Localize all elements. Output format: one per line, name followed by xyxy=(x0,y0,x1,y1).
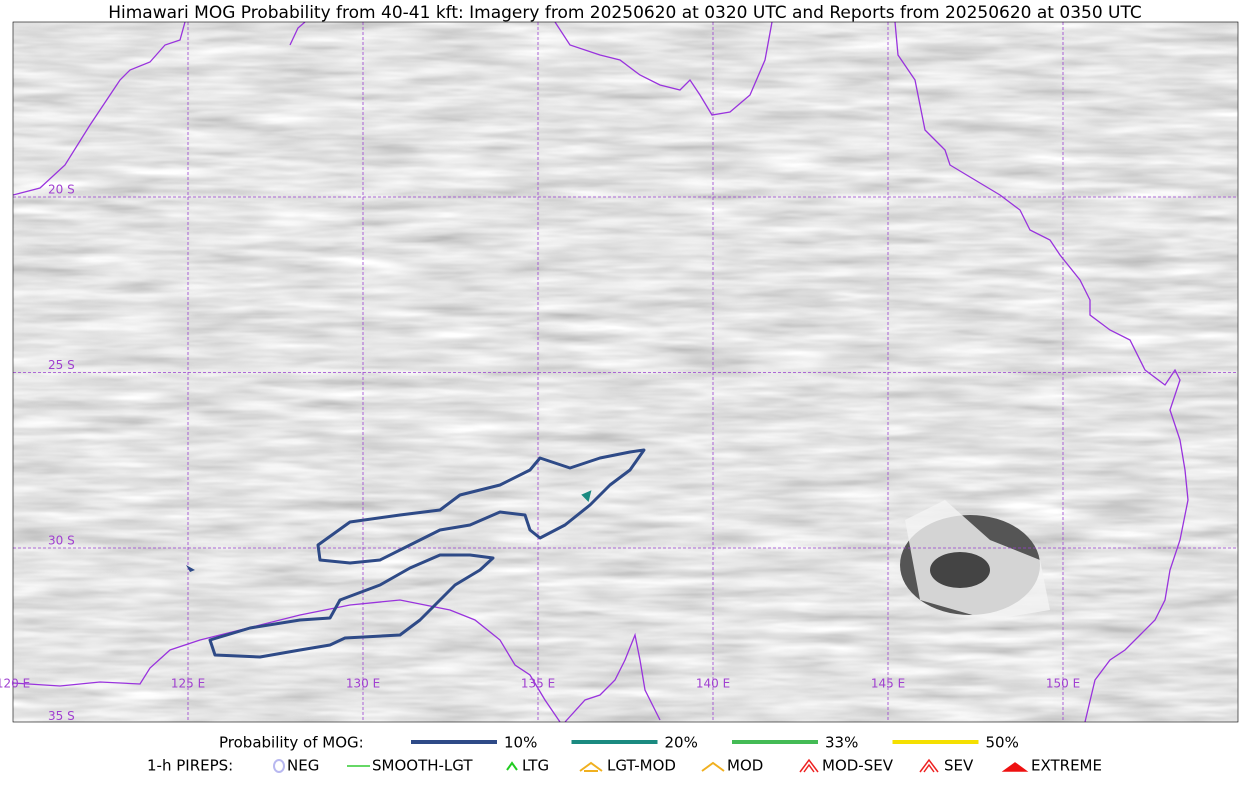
legend-label: MOD xyxy=(727,757,763,775)
legend-label: 50% xyxy=(986,734,1019,752)
legend-label: 10% xyxy=(504,734,537,752)
latitude-label: 25 S xyxy=(48,358,75,372)
legend-label: LTG xyxy=(522,757,549,775)
mog-contour xyxy=(316,448,646,565)
legend-label: 33% xyxy=(825,734,858,752)
legend-title: 1-h PIREPS: xyxy=(147,757,233,775)
legend-label: EXTREME xyxy=(1031,757,1102,775)
mog-contour xyxy=(581,490,592,502)
longitude-label: 145 E xyxy=(871,677,905,691)
mog-contour xyxy=(186,565,195,572)
map-frame xyxy=(12,21,1239,723)
storm-cloud xyxy=(900,500,1050,620)
legend-label: SEV xyxy=(944,757,974,775)
latitude-label: 35 S xyxy=(48,709,75,723)
latitude-label: 30 S xyxy=(48,534,75,548)
longitude-label: 150 E xyxy=(1046,677,1080,691)
title: Himawari MOG Probability from 40-41 kft:… xyxy=(108,3,1142,23)
coastline xyxy=(894,22,1189,722)
longitude-label: 140 E xyxy=(696,677,730,691)
pirep-symbol xyxy=(799,758,819,773)
satellite-imagery xyxy=(13,22,1238,722)
pirep-symbol xyxy=(579,761,603,772)
legend-label: 20% xyxy=(665,734,698,752)
latitude-label: 20 S xyxy=(48,183,75,197)
pirep-symbol xyxy=(919,758,939,773)
coastline xyxy=(13,22,186,196)
legend-label: LGT-MOD xyxy=(607,757,676,775)
longitude-label: 135 E xyxy=(521,677,555,691)
legend-title: Probability of MOG: xyxy=(219,734,364,752)
coastline xyxy=(564,632,661,722)
coastline xyxy=(289,22,306,46)
mog-contour xyxy=(208,553,495,659)
longitude-label: 125 E xyxy=(171,677,205,691)
coastline xyxy=(13,599,561,722)
pirep-symbol xyxy=(506,761,518,771)
graticule xyxy=(13,22,1238,722)
legend-label: SMOOTH-LGT xyxy=(372,757,473,775)
longitude-label: 130 E xyxy=(346,677,380,691)
pirep-symbol xyxy=(1001,762,1029,772)
coastline xyxy=(554,22,773,116)
legend-label: NEG xyxy=(287,757,319,775)
pirep-symbol xyxy=(701,761,725,772)
legend-label: MOD-SEV xyxy=(822,757,894,775)
pirep-symbol xyxy=(273,759,285,773)
map xyxy=(13,22,1238,722)
longitude-label: 120 E xyxy=(0,677,30,691)
